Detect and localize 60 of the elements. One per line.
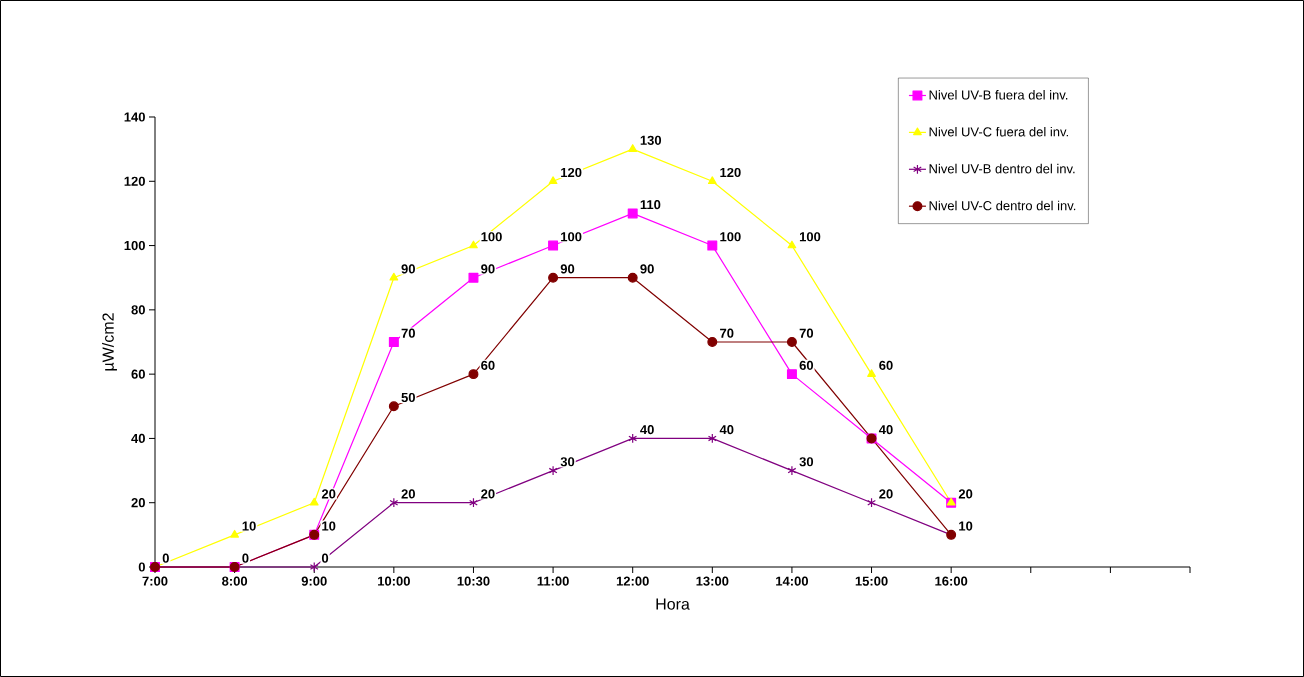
y-tick-label: 100 bbox=[124, 240, 145, 251]
data-label: 120 bbox=[720, 167, 741, 178]
data-label: 30 bbox=[799, 457, 814, 467]
data-label: 70 bbox=[401, 328, 415, 338]
data-label: 20 bbox=[321, 489, 336, 499]
y-tick-label: 60 bbox=[131, 369, 145, 379]
x-tick-label: 10:30 bbox=[457, 576, 490, 586]
y-tick-label: 0 bbox=[138, 562, 145, 572]
x-tick-label: 12:00 bbox=[616, 576, 649, 586]
data-label: 0 bbox=[321, 553, 329, 563]
data-label: 20 bbox=[958, 489, 973, 499]
data-label: 100 bbox=[561, 232, 582, 242]
x-tick-label: 9:00 bbox=[301, 576, 327, 586]
x-tick-label: 8:00 bbox=[222, 576, 248, 586]
data-label: 100 bbox=[799, 232, 821, 242]
data-label: 20 bbox=[879, 489, 893, 499]
data-label: 130 bbox=[640, 135, 662, 145]
data-label: 90 bbox=[640, 264, 654, 274]
data-label: 90 bbox=[481, 264, 495, 274]
data-label: 100 bbox=[481, 232, 502, 242]
data-label: 110 bbox=[640, 200, 661, 210]
data-label: 40 bbox=[640, 425, 654, 435]
data-label: 120 bbox=[561, 167, 582, 178]
y-tick-label: 40 bbox=[131, 433, 145, 444]
y-tick-label: 140 bbox=[124, 112, 145, 122]
data-label: 50 bbox=[401, 392, 415, 403]
legend-label: Nivel UV-B dentro del inv. bbox=[929, 163, 1075, 174]
x-tick-label: 13:00 bbox=[696, 576, 729, 586]
data-label: 10 bbox=[322, 521, 336, 531]
data-label: 60 bbox=[879, 360, 893, 370]
data-label: 70 bbox=[720, 328, 734, 338]
data-label: 10 bbox=[959, 521, 973, 531]
data-label: 0 bbox=[162, 553, 169, 563]
data-label: 90 bbox=[560, 264, 575, 274]
data-label: 20 bbox=[481, 489, 495, 499]
data-label: 100 bbox=[720, 232, 741, 242]
data-label: 90 bbox=[401, 264, 415, 274]
legend-label: Nivel UV-C fuera del inv. bbox=[929, 126, 1068, 137]
data-label: 0 bbox=[242, 553, 249, 563]
data-label: 60 bbox=[481, 360, 495, 370]
y-axis-title: µW/cm2 bbox=[102, 313, 117, 371]
y-tick-label: 120 bbox=[124, 176, 145, 186]
x-tick-label: 16:00 bbox=[935, 576, 968, 586]
x-axis-title: Hora bbox=[656, 598, 690, 610]
y-tick-label: 20 bbox=[131, 498, 145, 508]
x-tick-label: 14:00 bbox=[776, 576, 809, 586]
x-tick-label: 7:00 bbox=[142, 576, 168, 586]
x-tick-label: 11:00 bbox=[537, 576, 569, 586]
x-tick-label: 10:00 bbox=[378, 576, 410, 586]
data-label: 70 bbox=[799, 328, 814, 338]
data-label: 10 bbox=[242, 521, 256, 531]
data-label: 60 bbox=[799, 360, 814, 370]
data-label: 40 bbox=[719, 425, 734, 435]
y-tick-label: 80 bbox=[131, 305, 145, 315]
legend-label: Nivel UV-C dentro del inv. bbox=[929, 200, 1076, 211]
legend-label: Nivel UV-B fuera del inv. bbox=[929, 90, 1068, 100]
data-label: 40 bbox=[878, 425, 893, 435]
data-label: 30 bbox=[560, 457, 575, 467]
x-tick-label: 15:00 bbox=[855, 576, 888, 586]
data-label: 20 bbox=[401, 489, 415, 499]
